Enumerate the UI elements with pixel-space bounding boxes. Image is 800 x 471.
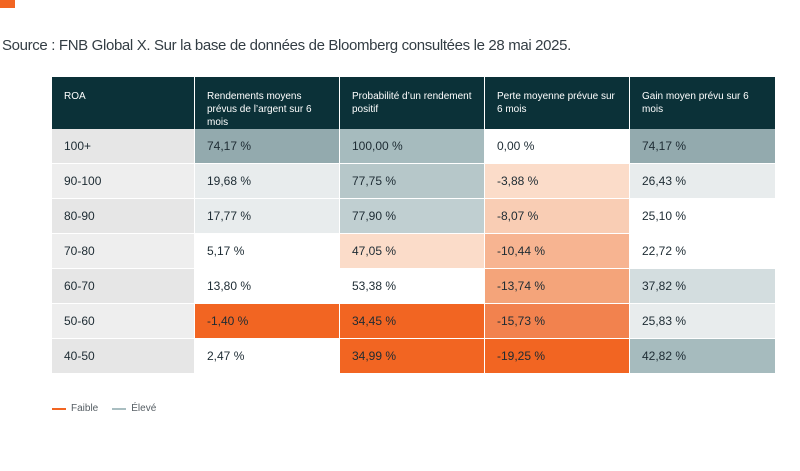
cell-average-loss: -13,74 % (485, 269, 630, 304)
source-note: Source : FNB Global X. Sur la base de do… (2, 37, 571, 54)
legend-swatch-low (52, 407, 66, 410)
cell-average-loss: -3,88 % (485, 164, 630, 199)
cell-positive-probability: 100,00 % (340, 129, 485, 164)
cell-average-loss: -15,73 % (485, 304, 630, 339)
cell-average-gain: 22,72 % (630, 234, 775, 269)
table-row: 90-100 19,68 % 77,75 % -3,88 % 26,43 % (52, 164, 775, 199)
column-header-positive-probability: Probabilité d’un rendement positif (340, 77, 485, 129)
cell-average-gain: 25,83 % (630, 304, 775, 339)
table-body: 100+ 74,17 % 100,00 % 0,00 % 74,17 % 90-100 19… (52, 129, 775, 374)
column-header-roa: ROA (52, 77, 195, 129)
table-row: 60-70 13,80 % 53,38 % -13,74 % 37,82 % (52, 269, 775, 304)
cell-positive-probability: 34,99 % (340, 339, 485, 374)
heatmap-table: ROA Rendements moyens prévus de l’argent… (52, 77, 775, 374)
row-label-roa: 90-100 (52, 164, 195, 199)
cell-average-loss: 0,00 % (485, 129, 630, 164)
row-label-roa: 70-80 (52, 234, 195, 269)
row-label-roa: 80-90 (52, 199, 195, 234)
cell-average-gain: 26,43 % (630, 164, 775, 199)
legend-swatch-high (112, 407, 127, 410)
cell-average-gain: 25,10 % (630, 199, 775, 234)
legend-item-high: Élevé (112, 403, 156, 414)
row-label-roa: 50-60 (52, 304, 195, 339)
column-header-average-loss: Perte moyenne prévue sur 6 mois (485, 77, 630, 129)
table-row: 50-60 -1,40 % 34,45 % -15,73 % 25,83 % (52, 304, 775, 339)
cell-average-loss: -19,25 % (485, 339, 630, 374)
cell-average-return: 2,47 % (195, 339, 340, 374)
cell-positive-probability: 77,90 % (340, 199, 485, 234)
column-header-average-return: Rendements moyens prévus de l’argent sur… (195, 77, 340, 129)
cell-positive-probability: 77,75 % (340, 164, 485, 199)
legend-label-low: Faible (71, 403, 99, 414)
cell-average-gain: 37,82 % (630, 269, 775, 304)
cell-average-return: 74,17 % (195, 129, 340, 164)
cell-positive-probability: 53,38 % (340, 269, 485, 304)
cell-average-gain: 74,17 % (630, 129, 775, 164)
cell-average-loss: -10,44 % (485, 234, 630, 269)
cell-positive-probability: 34,45 % (340, 304, 485, 339)
row-label-roa: 100+ (52, 129, 195, 164)
cell-average-gain: 42,82 % (630, 339, 775, 374)
cell-average-return: 13,80 % (195, 269, 340, 304)
cell-average-return: 17,77 % (195, 199, 340, 234)
cell-average-return: 19,68 % (195, 164, 340, 199)
row-label-roa: 60-70 (52, 269, 195, 304)
legend: Faible Élevé (52, 403, 170, 414)
table-row: 80-90 17,77 % 77,90 % -8,07 % 25,10 % (52, 199, 775, 234)
column-header-average-gain: Gain moyen prévu sur 6 mois (630, 77, 775, 129)
legend-item-low: Faible (52, 403, 98, 414)
table-row: 70-80 5,17 % 47,05 % -10,44 % 22,72 % (52, 234, 775, 269)
brand-accent-mark (0, 0, 15, 8)
table-row: 40-50 2,47 % 34,99 % -19,25 % 42,82 % (52, 339, 775, 374)
header-row: ROA Rendements moyens prévus de l’argent… (52, 77, 775, 129)
cell-average-loss: -8,07 % (485, 199, 630, 234)
cell-average-return: -1,40 % (195, 304, 340, 339)
legend-label-high: Élevé (131, 403, 157, 414)
table-row: 100+ 74,17 % 100,00 % 0,00 % 74,17 % (52, 129, 775, 164)
cell-positive-probability: 47,05 % (340, 234, 485, 269)
cell-average-return: 5,17 % (195, 234, 340, 269)
row-label-roa: 40-50 (52, 339, 195, 374)
